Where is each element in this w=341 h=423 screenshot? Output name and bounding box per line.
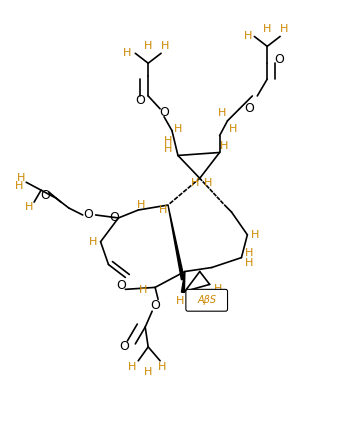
Text: H: H — [251, 230, 260, 240]
Text: H: H — [229, 124, 238, 134]
Text: H: H — [204, 178, 212, 188]
Text: O: O — [84, 209, 94, 222]
Text: O: O — [117, 279, 127, 292]
Text: H: H — [144, 367, 152, 377]
Text: H: H — [123, 48, 132, 58]
Text: H: H — [245, 258, 254, 268]
Text: H: H — [17, 173, 26, 183]
Text: H: H — [280, 25, 288, 35]
Text: H: H — [245, 247, 254, 258]
Text: H: H — [88, 237, 97, 247]
Text: H: H — [137, 200, 145, 210]
Text: H: H — [161, 41, 169, 51]
Polygon shape — [181, 272, 185, 292]
Text: H: H — [213, 284, 222, 294]
Text: H: H — [128, 362, 136, 372]
FancyBboxPatch shape — [186, 289, 227, 311]
Text: H: H — [244, 31, 253, 41]
Text: O: O — [159, 106, 169, 119]
Text: O: O — [135, 94, 145, 107]
Text: H: H — [191, 178, 199, 188]
Text: H: H — [25, 202, 33, 212]
Text: O: O — [119, 341, 129, 353]
Text: H: H — [176, 296, 184, 306]
Text: H: H — [15, 181, 24, 191]
Text: H: H — [159, 205, 167, 215]
Text: H: H — [263, 25, 271, 35]
Text: H: H — [158, 362, 166, 372]
Text: H: H — [139, 286, 147, 295]
Text: O: O — [150, 299, 160, 312]
Text: O: O — [274, 53, 284, 66]
Text: O: O — [109, 212, 119, 225]
Text: H: H — [220, 140, 229, 151]
Text: H: H — [218, 108, 226, 118]
Text: H: H — [164, 143, 172, 154]
Text: H: H — [174, 124, 182, 134]
Text: H: H — [144, 41, 152, 51]
Text: O: O — [244, 102, 254, 115]
Text: H: H — [164, 136, 172, 146]
Text: O: O — [40, 189, 50, 202]
Polygon shape — [168, 205, 184, 280]
Text: AβS: AβS — [197, 295, 216, 305]
